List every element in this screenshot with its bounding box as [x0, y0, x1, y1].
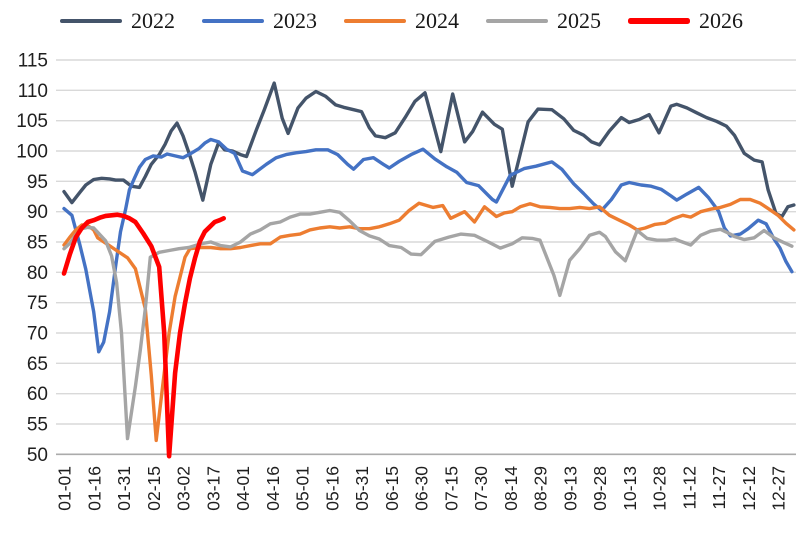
y-axis-tick-label: 65	[27, 354, 48, 375]
y-axis-tick-label: 95	[27, 172, 48, 193]
y-axis-tick-label: 100	[16, 142, 48, 163]
x-axis-tick-label: 07-30	[471, 466, 491, 511]
x-axis-tick-label: 08-14	[501, 466, 521, 511]
legend-label: 2025	[557, 8, 601, 33]
y-axis-tick-label: 105	[16, 111, 48, 132]
x-axis-tick-label: 11-27	[709, 466, 729, 509]
x-axis-tick-label: 07-15	[441, 466, 461, 511]
legend-line-swatch	[344, 18, 406, 24]
x-axis-tick-label: 05-01	[293, 466, 313, 511]
x-axis-tick-label: 06-30	[412, 466, 432, 511]
x-axis-tick-label: 01-01	[55, 466, 75, 511]
y-axis-tick-label: 75	[27, 293, 48, 314]
y-axis-tick-label: 85	[27, 233, 48, 254]
series-line-2022	[62, 81, 796, 219]
legend-item-2024: 2024	[344, 10, 459, 32]
y-axis-tick-label: 55	[27, 415, 48, 436]
legend-line-swatch	[60, 18, 122, 24]
x-axis-tick-label: 05-16	[322, 466, 342, 511]
x-axis-tick-label: 06-15	[382, 466, 402, 511]
chart-legend: 2022 2023 2024 2025 2026	[0, 5, 803, 37]
series-line-2024	[62, 197, 796, 443]
y-axis-tick-label: 110	[18, 81, 48, 102]
legend-line-swatch	[202, 18, 264, 24]
x-axis-tick-label: 09-28	[590, 466, 610, 511]
y-axis-tick-label: 50	[27, 445, 48, 466]
x-axis-tick-label: 09-13	[560, 466, 580, 511]
y-axis-tick-label: 70	[27, 324, 48, 345]
x-axis-tick-label: 01-31	[114, 466, 134, 511]
legend-line-swatch	[628, 18, 690, 24]
series-line-2025	[62, 208, 794, 441]
series-line-2026	[61, 212, 226, 459]
x-axis-tick-label: 10-13	[620, 466, 640, 511]
x-axis-tick-label: 03-17	[203, 466, 223, 511]
x-axis-tick-label: 11-12	[679, 466, 699, 509]
x-axis-tick-label: 04-01	[233, 466, 253, 511]
series-line-2023	[62, 137, 794, 354]
x-axis-tick-label: 08-29	[531, 466, 551, 511]
x-axis-tick-label: 01-16	[84, 466, 104, 511]
x-axis-tick-label: 03-02	[174, 466, 194, 511]
y-axis-tick-label: 60	[27, 384, 48, 405]
x-axis-tick-label: 02-15	[144, 466, 164, 511]
x-axis-tick-label: 12-12	[739, 466, 759, 511]
legend-item-2023: 2023	[202, 10, 317, 32]
x-axis-tick-label: 12-27	[769, 466, 789, 511]
y-axis-tick-label: 90	[27, 202, 48, 223]
legend-item-2026: 2026	[628, 10, 743, 32]
y-axis-tick-label: 115	[18, 51, 48, 72]
legend-item-2022: 2022	[60, 10, 175, 32]
y-axis-tick-label: 80	[27, 263, 48, 284]
legend-line-swatch	[486, 18, 548, 24]
legend-label: 2026	[699, 8, 743, 33]
x-axis-tick-label: 04-16	[263, 466, 283, 511]
x-axis-tick-label: 10-28	[650, 466, 670, 511]
legend-label: 2024	[415, 8, 459, 33]
x-axis-tick-label: 05-31	[352, 466, 372, 511]
legend-label: 2023	[273, 8, 317, 33]
legend-label: 2022	[131, 8, 175, 33]
legend-item-2025: 2025	[486, 10, 601, 32]
